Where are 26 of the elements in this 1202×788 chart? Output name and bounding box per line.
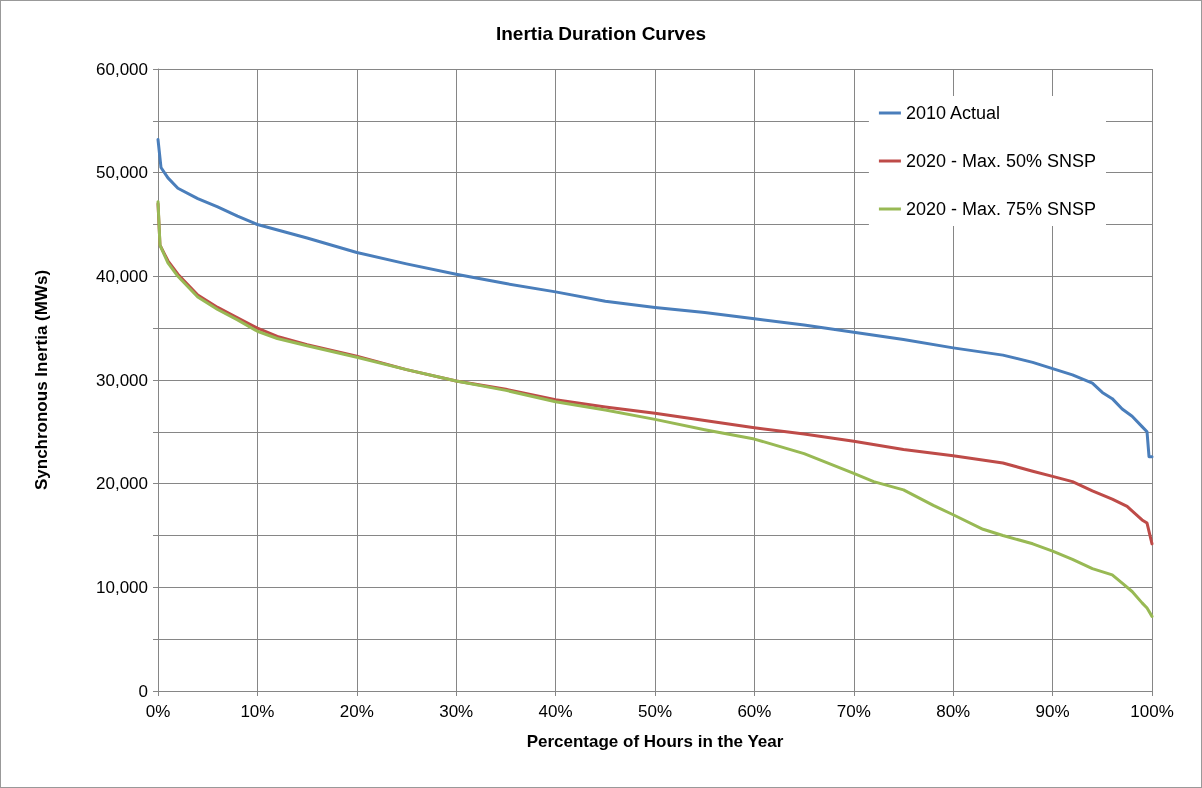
y-tick-label: 30,000 (96, 370, 148, 390)
x-tick-label: 50% (637, 702, 673, 721)
legend-label: 2020 - Max. 75% SNSP (905, 199, 1096, 219)
x-tick-label: 40% (538, 702, 573, 721)
x-tick-label: 10% (240, 702, 275, 721)
x-tick-label: 100% (1130, 702, 1174, 721)
x-tick-label: 90% (1035, 702, 1070, 721)
y-tick-label: 50,000 (96, 163, 148, 183)
y-tick-label: 60,000 (96, 59, 148, 79)
legend-label: 2010 Actual (905, 103, 1000, 123)
y-tick-label: 0 (138, 681, 148, 701)
x-tick-label: 60% (737, 702, 772, 721)
x-tick-label: 30% (439, 702, 474, 721)
x-axis-title: Percentage of Hours in the Year (526, 732, 784, 751)
x-tick-label: 0% (145, 702, 171, 721)
x-tick-label: 20% (339, 702, 374, 721)
legend-label: 2020 - Max. 50% SNSP (905, 151, 1096, 171)
chart-title: Inertia Duration Curves (495, 23, 707, 44)
x-tick-label: 80% (936, 702, 971, 721)
y-tick-label: 10,000 (96, 577, 148, 597)
y-axis-title: Synchronous Inertia (MWs) (32, 269, 51, 491)
line-series (156, 200, 1154, 618)
line-series (156, 137, 1154, 459)
y-tick-label: 20,000 (96, 474, 148, 494)
y-tick-label: 40,000 (96, 266, 148, 286)
x-tick-label: 70% (836, 702, 871, 721)
